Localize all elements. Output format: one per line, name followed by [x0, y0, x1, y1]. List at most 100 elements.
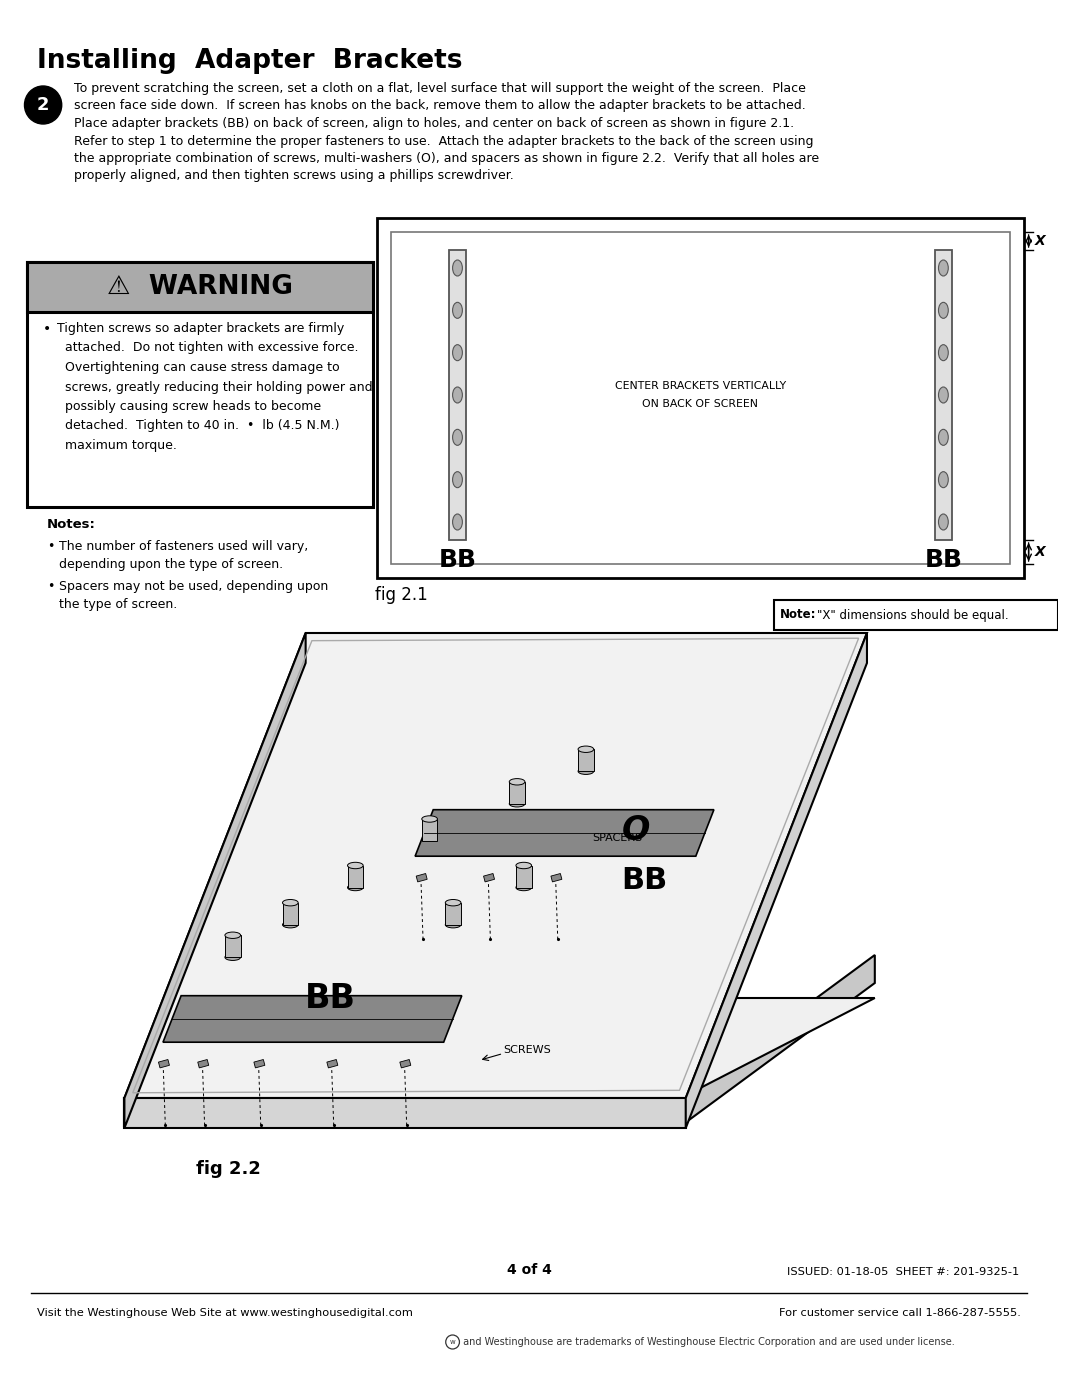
Ellipse shape [225, 954, 241, 961]
Polygon shape [163, 996, 462, 1042]
Text: •: • [48, 541, 54, 553]
Polygon shape [415, 810, 714, 856]
Bar [445, 902, 461, 925]
Ellipse shape [283, 922, 298, 928]
Bar [27, 263, 374, 507]
Text: Overtightening can cause stress damage to: Overtightening can cause stress damage t… [65, 360, 339, 374]
Text: Note:: Note: [780, 609, 816, 622]
Bar [283, 902, 298, 925]
Text: •: • [48, 580, 54, 592]
Ellipse shape [578, 768, 594, 774]
Text: 2: 2 [37, 96, 50, 115]
Bar [377, 218, 1024, 578]
Text: To prevent scratching the screen, set a cloth on a flat, level surface that will: To prevent scratching the screen, set a … [75, 82, 807, 95]
Ellipse shape [939, 472, 948, 488]
Text: attached.  Do not tighten with excessive force.: attached. Do not tighten with excessive … [65, 341, 359, 355]
Text: O: O [621, 814, 650, 847]
Polygon shape [124, 1098, 686, 1127]
Bar [510, 782, 525, 803]
Text: screen face side down.  If screen has knobs on the back, remove them to allow th: screen face side down. If screen has kno… [75, 99, 806, 113]
Text: detached.  Tighten to 40 in.  •  lb (4.5 N.M.): detached. Tighten to 40 in. • lb (4.5 N.… [65, 419, 339, 433]
Text: •: • [43, 321, 52, 337]
Ellipse shape [510, 778, 525, 785]
Text: properly aligned, and then tighten screws using a phillips screwdriver.: properly aligned, and then tighten screw… [75, 169, 514, 183]
Bar [578, 749, 594, 771]
Ellipse shape [283, 900, 298, 905]
Ellipse shape [422, 816, 437, 823]
Text: BB: BB [305, 982, 355, 1016]
Ellipse shape [348, 862, 363, 869]
Text: Visit the Westinghouse Web Site at www.westinghousedigital.com: Visit the Westinghouse Web Site at www.w… [37, 1308, 414, 1317]
Ellipse shape [453, 472, 462, 488]
Bar [416, 873, 428, 882]
Bar [551, 873, 562, 882]
Ellipse shape [939, 429, 948, 446]
Text: the appropriate combination of screws, multi-washers (O), and spacers as shown i: the appropriate combination of screws, m… [75, 152, 820, 165]
Text: Installing  Adapter  Brackets: Installing Adapter Brackets [37, 47, 462, 74]
Text: Place adapter brackets (BB) on back of screen, align to holes, and center on bac: Place adapter brackets (BB) on back of s… [75, 117, 795, 130]
Text: fig 2.1: fig 2.1 [375, 585, 428, 604]
Polygon shape [124, 956, 319, 1126]
Ellipse shape [348, 884, 363, 891]
Text: BB: BB [438, 548, 476, 571]
Text: 4 of 4: 4 of 4 [507, 1263, 552, 1277]
Ellipse shape [422, 838, 437, 844]
Bar [348, 866, 363, 887]
Text: fig 2.2: fig 2.2 [195, 1160, 260, 1178]
Text: maximum torque.: maximum torque. [65, 439, 176, 453]
Ellipse shape [445, 900, 461, 905]
Text: w: w [449, 1338, 456, 1345]
Ellipse shape [453, 429, 462, 446]
Ellipse shape [453, 302, 462, 319]
Ellipse shape [939, 514, 948, 529]
Text: BB: BB [924, 548, 962, 571]
Ellipse shape [453, 260, 462, 277]
Bar [400, 1059, 410, 1067]
Text: SCREWS: SCREWS [503, 1045, 551, 1056]
Ellipse shape [516, 862, 531, 869]
Bar [934, 250, 953, 541]
Bar [159, 1059, 170, 1067]
Ellipse shape [225, 932, 241, 939]
Polygon shape [124, 1098, 680, 1126]
Text: Refer to step 1 to determine the proper fasteners to use.  Attach the adapter br: Refer to step 1 to determine the proper … [75, 134, 814, 148]
Bar [27, 263, 374, 312]
Ellipse shape [453, 387, 462, 402]
Bar [254, 1059, 265, 1067]
Text: "X" dimensions should be equal.: "X" dimensions should be equal. [816, 609, 1009, 622]
Bar [774, 599, 1058, 630]
Ellipse shape [939, 260, 948, 277]
Text: Notes:: Notes: [48, 518, 96, 531]
Bar [198, 1059, 208, 1067]
Text: and Westinghouse are trademarks of Westinghouse Electric Corporation and are use: and Westinghouse are trademarks of Westi… [460, 1337, 955, 1347]
Text: the type of screen.: the type of screen. [58, 598, 177, 610]
Text: CENTER BRACKETS VERTICALLY: CENTER BRACKETS VERTICALLY [615, 381, 786, 391]
Polygon shape [124, 633, 306, 1127]
Text: possibly causing screw heads to become: possibly causing screw heads to become [65, 400, 321, 414]
Ellipse shape [453, 345, 462, 360]
Text: depending upon the type of screen.: depending upon the type of screen. [58, 557, 283, 571]
Text: screws, greatly reducing their holding power and: screws, greatly reducing their holding p… [65, 380, 373, 394]
Ellipse shape [939, 345, 948, 360]
Ellipse shape [516, 884, 531, 891]
Text: BB: BB [621, 866, 667, 895]
Text: SPACERS: SPACERS [592, 833, 643, 844]
Bar [484, 873, 495, 882]
Text: For customer service call 1-866-287-5555.: For customer service call 1-866-287-5555… [779, 1308, 1021, 1317]
Ellipse shape [578, 746, 594, 753]
Text: Spacers may not be used, depending upon: Spacers may not be used, depending upon [58, 580, 328, 592]
Text: X: X [1035, 235, 1045, 249]
Polygon shape [680, 956, 875, 1126]
Bar [225, 935, 241, 957]
Bar [391, 232, 1010, 564]
Ellipse shape [510, 800, 525, 807]
Polygon shape [686, 633, 867, 1127]
Text: ISSUED: 01-18-05  SHEET #: 201-9325-1: ISSUED: 01-18-05 SHEET #: 201-9325-1 [786, 1267, 1018, 1277]
Bar [422, 819, 437, 841]
Ellipse shape [453, 514, 462, 529]
Text: Tighten screws so adapter brackets are firmly: Tighten screws so adapter brackets are f… [57, 321, 345, 335]
Ellipse shape [939, 387, 948, 402]
Polygon shape [124, 997, 875, 1098]
Text: The number of fasteners used will vary,: The number of fasteners used will vary, [58, 541, 308, 553]
Bar [448, 250, 467, 541]
